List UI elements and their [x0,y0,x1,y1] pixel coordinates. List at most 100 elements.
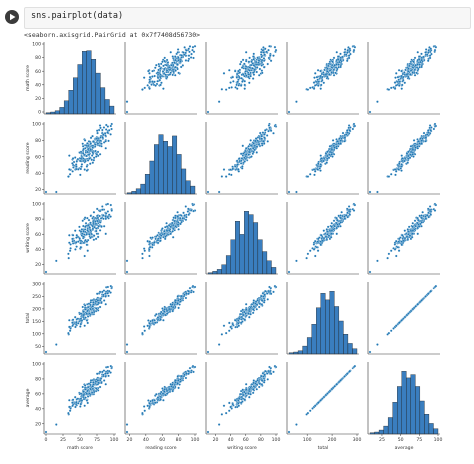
scatter-point [405,313,409,317]
histogram-bar [253,222,259,275]
scatter-point [330,232,333,236]
scatter-point [160,81,163,85]
scatter-point [343,51,346,54]
scatter-point [424,48,428,51]
scatter-point [320,75,324,79]
scatter-point [83,168,86,171]
scatter-point [313,254,317,258]
scatter-point [161,392,165,395]
scatter-point [102,133,105,136]
scatter-point [102,126,106,129]
scatter-point [251,77,255,80]
scatter-point [394,76,397,79]
scatter-point [257,385,261,389]
scatter-point [74,405,77,409]
scatter-point [107,374,110,378]
scatter-point [408,62,412,66]
scatter-point [188,45,192,48]
scatter-point [162,87,165,90]
scatter-point [161,227,164,230]
scatter-point [106,210,110,213]
scatter-point [347,205,351,208]
scatter-point [91,217,94,220]
scatter-point [312,248,316,251]
scatter-point [98,298,102,302]
scatter-point [269,54,272,57]
histogram-bar [144,174,150,195]
scatter-point [428,56,432,60]
scatter-point [295,259,298,263]
histogram-bar [163,141,168,195]
scatter-point [417,58,421,61]
scatter-point [410,235,414,239]
histogram-bar [433,428,439,435]
y-tick-label: 20 [35,421,41,427]
scatter-point [241,313,245,317]
scatter-point [313,84,317,87]
scatter-point [339,52,342,56]
y-tick-label: 40 [35,171,41,177]
code-editor[interactable]: sns.pairplot(data) [24,7,471,29]
scatter-point [94,307,98,310]
y-axis-label: math score [25,65,31,91]
scatter-point [237,322,240,325]
scatter-point [418,65,421,69]
scatter-point [165,309,169,313]
scatter-point [95,232,99,236]
scatter-point [322,229,326,232]
x-tick-label: 80 [258,437,264,443]
scatter-point [239,60,243,64]
scatter-point [91,150,95,154]
scatter-point [229,81,232,84]
scatter-point [259,294,263,298]
scatter-point [94,143,97,146]
scatter-point [403,71,406,74]
scatter-point [344,214,348,217]
scatter-point [345,59,349,63]
scatter-point [233,165,237,168]
scatter-point [394,239,398,243]
scatter-point [252,379,256,382]
scatter-point [316,68,320,72]
scatter-point [220,413,224,416]
scatter-point [337,63,340,66]
scatter-point [206,430,210,434]
scatter-point [353,45,357,49]
scatter-point [419,137,422,140]
scatter-point [409,145,413,148]
scatter-point [75,245,78,248]
scatter-point [229,325,232,329]
scatter-point [183,53,186,56]
scatter-point [176,48,180,51]
scatter-point [428,126,432,130]
scatter-point [86,216,89,220]
scatter-point [85,243,89,247]
scatter-point [295,190,298,194]
scatter-point [326,67,329,70]
panel-2-3 [286,202,359,275]
scatter-point [148,248,151,251]
scatter-point [88,233,91,236]
scatter-point [239,321,243,324]
code-text: sns.pairplot(data) [31,11,124,21]
scatter-point [411,232,414,236]
scatter-point [428,124,432,127]
scatter-point [305,256,308,260]
scatter-point [171,227,175,231]
scatter-point [231,402,235,406]
scatter-point [83,404,86,408]
scatter-point [347,54,351,57]
scatter-point [400,154,403,157]
scatter-point [154,66,157,70]
scatter-point [79,322,83,326]
scatter-point [151,75,154,78]
scatter-point [148,72,151,75]
run-cell-button[interactable] [5,10,19,24]
scatter-point [154,237,157,241]
scatter-point [260,379,264,382]
scatter-point [110,127,113,131]
scatter-point [83,147,87,150]
scatter-point [83,388,87,391]
